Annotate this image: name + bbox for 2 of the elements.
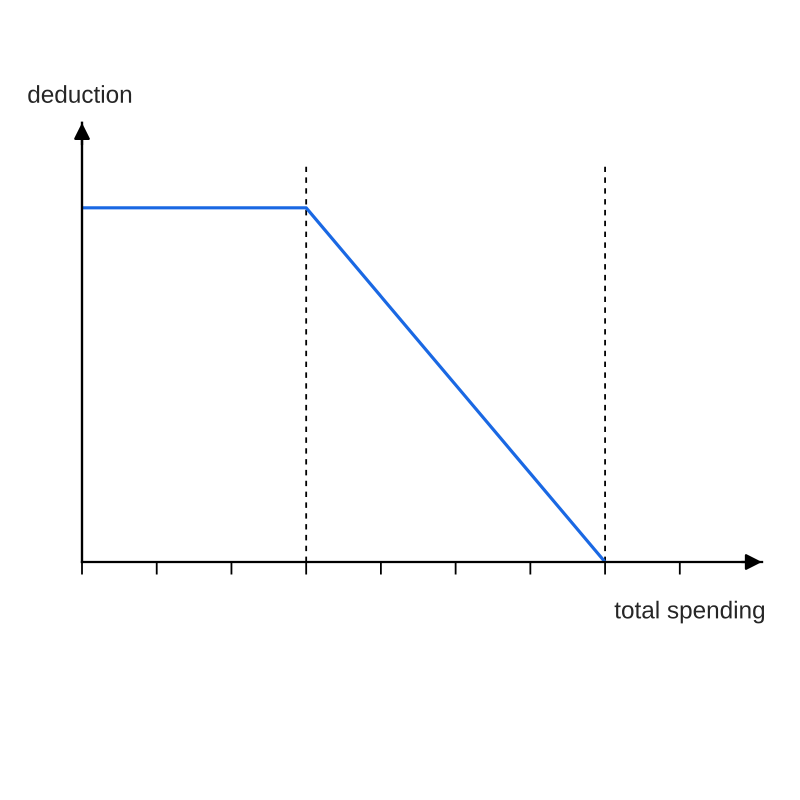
y-axis-title: deduction: [28, 85, 132, 103]
x-axis-title: total spending: [614, 600, 764, 624]
